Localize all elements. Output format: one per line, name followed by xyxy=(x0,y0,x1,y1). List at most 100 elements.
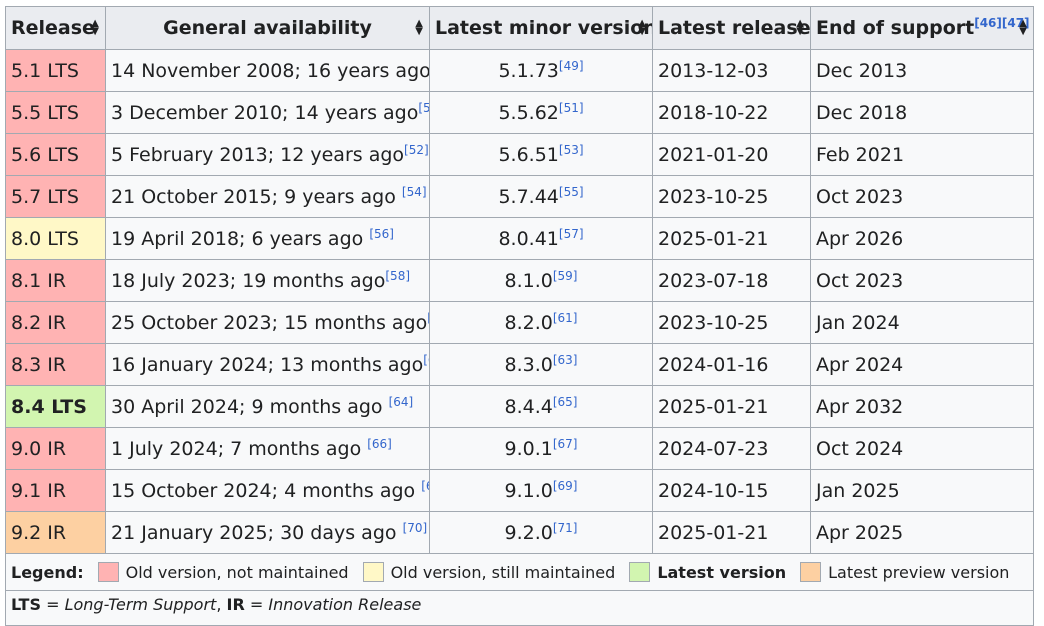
table-row: 9.2 IR 21 January 2025; 30 days ago [70] 9… xyxy=(5,511,1034,554)
citation-link[interactable]: [70] xyxy=(402,520,428,535)
note-text: , xyxy=(216,595,227,614)
end-of-support-cell: Feb 2021 xyxy=(810,133,1034,176)
citation-link[interactable]: [57] xyxy=(558,226,584,241)
citation-link[interactable]: [51] xyxy=(558,100,584,115)
end-of-support-cell: Oct 2023 xyxy=(810,175,1034,218)
latest-release-date: 2021-01-20 xyxy=(658,143,769,166)
citation-link[interactable]: [64] xyxy=(388,394,414,409)
sort-icon[interactable]: ▲ ▼ xyxy=(638,18,646,37)
citation-link[interactable]: [59] xyxy=(552,268,578,283)
column-header-latest-release[interactable]: Latest release ▲ ▼ xyxy=(652,6,811,50)
general-availability-cell: 21 January 2025; 30 days ago [70] xyxy=(105,511,430,554)
minor-version: 5.5.62 xyxy=(498,101,559,124)
column-header-label: Latest release xyxy=(658,17,811,39)
legend-item-latest-preview: Latest preview version xyxy=(800,562,1009,582)
column-header-latest-minor-version[interactable]: Latest minor version ▲ ▼ xyxy=(429,6,653,50)
note-text: = xyxy=(244,595,269,614)
latest-release-cell: 2024-10-15 xyxy=(652,469,811,512)
end-of-support-cell: Oct 2024 xyxy=(810,427,1034,470)
release-cell: 9.0 IR xyxy=(5,427,106,470)
release-cell: 5.7 LTS xyxy=(5,175,106,218)
table-row: 8.3 IR 16 January 2024; 13 months ago[62]… xyxy=(5,343,1034,386)
legend-cell: Legend: Old version, not maintained Old … xyxy=(5,553,1034,591)
column-header-end-of-support[interactable]: End of support[46][47] ▲ ▼ xyxy=(810,6,1034,50)
release-label: 9.2 IR xyxy=(11,521,67,544)
citation-link[interactable]: [65] xyxy=(552,394,578,409)
column-header-label: Release xyxy=(11,17,95,39)
table-body: 5.1 LTS 14 November 2008; 16 years ago[48… xyxy=(5,49,1034,554)
sort-icon[interactable]: ▲ ▼ xyxy=(1019,18,1027,37)
ga-date: 19 April 2018; 6 years ago xyxy=(111,227,370,250)
citation-link[interactable]: [66] xyxy=(367,436,392,451)
release-cell: 9.2 IR xyxy=(5,511,106,554)
sort-icon[interactable]: ▲ ▼ xyxy=(91,18,99,37)
citation-link[interactable]: [63] xyxy=(552,352,578,367)
latest-release-date: 2023-07-18 xyxy=(658,269,769,292)
citation-link[interactable]: [68] xyxy=(421,478,428,493)
table-row: 8.4 LTS 30 April 2024; 9 months ago [64] 8… xyxy=(5,385,1034,428)
citation-link[interactable]: [54] xyxy=(401,184,427,199)
latest-release-date: 2023-10-25 xyxy=(658,185,769,208)
end-of-support-cell: Apr 2026 xyxy=(810,217,1034,260)
general-availability-cell: 5 February 2013; 12 years ago[52] xyxy=(105,133,430,176)
citation-link[interactable]: [47] xyxy=(1001,16,1030,30)
legend-label: Latest preview version xyxy=(828,562,1010,582)
minor-version: 5.6.51 xyxy=(498,143,559,166)
citation-link[interactable]: [49] xyxy=(558,58,584,73)
citation-link[interactable]: [62] xyxy=(423,352,428,367)
latest-release-cell: 2025-01-21 xyxy=(652,217,811,260)
lts-definition: Long-Term Support xyxy=(64,595,217,614)
release-label: 5.7 LTS xyxy=(11,185,79,208)
end-of-support-cell: Dec 2018 xyxy=(810,91,1034,134)
column-header-release[interactable]: Release ▲ ▼ xyxy=(5,6,106,50)
citation-link[interactable]: [69] xyxy=(552,478,578,493)
citation-link[interactable]: [56] xyxy=(369,226,394,241)
citation-link[interactable]: [58] xyxy=(385,268,411,283)
general-availability-cell: 14 November 2008; 16 years ago[48] xyxy=(105,49,430,92)
end-of-support-date: Jan 2025 xyxy=(816,479,900,502)
legend-item-old-not-maintained: Old version, not maintained xyxy=(97,562,349,582)
citation-link[interactable]: [71] xyxy=(552,520,578,535)
ga-date: 30 April 2024; 9 months ago xyxy=(111,395,389,418)
citation-link[interactable]: [52] xyxy=(404,142,429,157)
minor-version: 9.0.1 xyxy=(504,437,553,460)
table-row: 8.1 IR 18 July 2023; 19 months ago[58] 8.1… xyxy=(5,259,1034,302)
legend-swatch-old-maintained xyxy=(362,562,384,582)
latest-release-cell: 2024-01-16 xyxy=(652,343,811,386)
end-of-support-cell: Jan 2025 xyxy=(810,469,1034,512)
citation-link[interactable]: [60] xyxy=(427,311,428,325)
column-header-general-availability[interactable]: General availability ▲ ▼ xyxy=(105,6,430,50)
end-of-support-cell: Apr 2032 xyxy=(810,385,1034,428)
end-of-support-date: Oct 2024 xyxy=(816,437,904,460)
sort-icon[interactable]: ▲ ▼ xyxy=(415,18,423,37)
general-availability-cell: 3 December 2010; 14 years ago[50] xyxy=(105,91,430,134)
citation-link[interactable]: [67] xyxy=(552,436,578,451)
release-cell: 8.1 IR xyxy=(5,259,106,302)
latest-release-date: 2024-07-23 xyxy=(658,437,769,460)
general-availability-cell: 30 April 2024; 9 months ago [64] xyxy=(105,385,430,428)
citation-link[interactable]: [55] xyxy=(558,184,584,199)
latest-minor-version-cell: 5.7.44[55] xyxy=(429,175,653,218)
legend-swatch-old-not-maintained xyxy=(97,562,119,582)
legend-label: Latest version xyxy=(657,562,787,582)
latest-release-date: 2025-01-21 xyxy=(658,395,769,418)
legend-label: Old version, still maintained xyxy=(390,562,616,582)
latest-release-cell: 2025-01-21 xyxy=(652,511,811,554)
minor-version: 9.2.0 xyxy=(504,521,553,544)
note-text: = xyxy=(40,595,65,614)
table-row: 8.0 LTS 19 April 2018; 6 years ago [56] 8.… xyxy=(5,217,1034,260)
latest-minor-version-cell: 9.1.0[69] xyxy=(429,469,653,512)
citation-link[interactable]: [50] xyxy=(418,100,430,115)
table-row: 5.5 LTS 3 December 2010; 14 years ago[50]… xyxy=(5,91,1034,134)
latest-release-cell: 2025-01-21 xyxy=(652,385,811,428)
latest-release-cell: 2013-12-03 xyxy=(652,49,811,92)
table-row: 5.6 LTS 5 February 2013; 12 years ago[52]… xyxy=(5,133,1034,176)
ir-definition: Innovation Release xyxy=(268,595,422,614)
end-of-support-date: Apr 2026 xyxy=(816,227,904,250)
sort-icon[interactable]: ▲ ▼ xyxy=(796,18,804,37)
citation-link[interactable]: [53] xyxy=(558,142,584,157)
release-label: 8.2 IR xyxy=(11,311,67,334)
citation-link[interactable]: [61] xyxy=(552,310,578,325)
citation-link[interactable]: [46] xyxy=(974,16,1002,30)
release-cell: 9.1 IR xyxy=(5,469,106,512)
